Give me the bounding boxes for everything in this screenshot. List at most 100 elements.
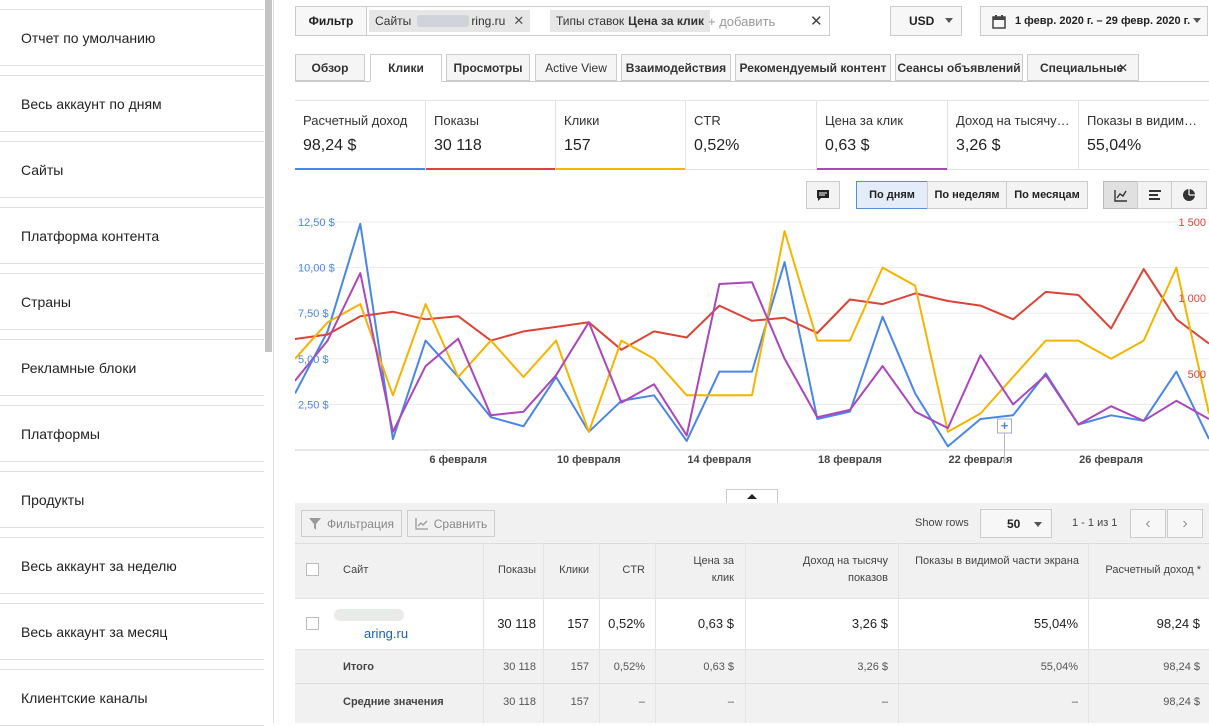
show-rows-value: 50 (1007, 516, 1021, 531)
sidebar-item-label: Рекламные блоки (21, 359, 137, 376)
sidebar-item-sites[interactable]: Сайты (0, 141, 264, 198)
compare-button[interactable]: Сравнить (407, 510, 495, 537)
chevron-down-icon (1034, 522, 1042, 527)
sidebar-item-content-platform[interactable]: Платформа контента (0, 207, 264, 264)
filter-button[interactable]: Фильтр (295, 6, 367, 36)
col-header-clicks[interactable]: Клики (559, 564, 589, 576)
chip-value: Цена за клик (628, 14, 704, 28)
col-header-revenue[interactable]: Расчетный доход * (1105, 564, 1201, 576)
sidebar-item-countries[interactable]: Страны (0, 273, 264, 330)
col-header-viewable[interactable]: Показы в видимой части экрана (915, 555, 1079, 567)
report-sidebar: Отчет по умолчанию Весь аккаунт по дням … (0, 0, 274, 726)
filtering-button[interactable]: Фильтрация (301, 510, 402, 537)
metric-cost-per-click[interactable]: Цена за клик 0,63 $ (817, 100, 948, 170)
site-link[interactable]: aring.ru (364, 626, 409, 641)
metric-color-bar (817, 168, 947, 170)
pagination-label: 1 - 1 из 1 (1072, 517, 1118, 529)
close-icon[interactable]: ✕ (513, 13, 525, 28)
x-tick-label: 14 февраля (687, 454, 751, 466)
filtering-label: Фильтрация (326, 516, 395, 531)
metric-value: 0,52% (694, 137, 740, 154)
avg-clicks: 157 (570, 696, 589, 708)
performance-chart: 12,50 $ 10,00 $ 7,50 $ 5,00 $ 2,50 $ 1 500 1 0… (295, 217, 1209, 466)
metric-viewable[interactable]: Показы в видим… 55,04% (1079, 100, 1209, 170)
date-range-value: 1 февр. 2020 г. – 29 февр. 2020 г. (1015, 15, 1191, 27)
calendar-icon (992, 15, 1006, 29)
close-icon[interactable]: ✕ (1117, 60, 1128, 75)
tab-ad-sessions[interactable]: Сеансы объявлений (895, 54, 1023, 81)
row-divider (295, 683, 1209, 684)
sidebar-item-account-by-month[interactable]: Весь аккаунт за месяц (0, 603, 264, 660)
metric-value: 0,63 $ (825, 137, 870, 154)
metric-color-bar (556, 168, 685, 170)
collapse-chart-button[interactable] (726, 489, 778, 503)
filter-chip-bid-types[interactable]: Типы ставок Цена за клик (550, 10, 710, 32)
x-tick-label: 22 февраля (949, 454, 1013, 466)
sidebar-item-default-report[interactable]: Отчет по умолчанию (0, 9, 264, 66)
next-page-button[interactable]: › (1167, 509, 1203, 538)
tab-active-view[interactable]: Active View (535, 54, 617, 81)
metric-rpm[interactable]: Доход на тысячу… 3,26 $ (948, 100, 1079, 170)
row-checkbox[interactable] (306, 617, 319, 630)
col-header-site[interactable]: Сайт (343, 564, 369, 576)
sidebar-item-label: Страны (21, 293, 71, 310)
avg-revenue: 98,24 $ (1163, 696, 1200, 708)
tab-interactions[interactable]: Взаимодействия (621, 54, 731, 81)
sidebar-item-account-by-week[interactable]: Весь аккаунт за неделю (0, 537, 264, 594)
metric-estimated-revenue[interactable]: Расчетный доход 98,24 $ (295, 100, 426, 170)
add-filter-placeholder[interactable]: + добавить (708, 14, 776, 29)
col-header-rpm[interactable]: Доход на тысячу показов (802, 555, 888, 584)
metric-clicks[interactable]: Клики 157 (556, 100, 686, 170)
sidebar-scrollbar[interactable] (265, 0, 272, 352)
line-chart-button[interactable] (1103, 181, 1138, 209)
avg-ctr: – (638, 696, 645, 708)
tab-views[interactable]: Просмотры (446, 54, 530, 81)
pie-chart-button[interactable] (1171, 181, 1207, 209)
cell-rpm: 3,26 $ (851, 616, 888, 631)
col-header-ctr[interactable]: CTR (622, 564, 645, 576)
sidebar-item-products[interactable]: Продукты (0, 471, 264, 528)
sidebar-item-platforms[interactable]: Платформы (0, 405, 264, 462)
currency-select[interactable]: USD (890, 6, 962, 36)
tab-label: Специальные (1040, 60, 1124, 75)
by-day-toggle[interactable]: По дням (856, 181, 928, 209)
clear-filters-icon[interactable]: ✕ (810, 13, 823, 30)
caret-up-icon (747, 494, 757, 499)
tab-custom[interactable]: Специальные ✕ (1027, 54, 1139, 81)
chip-value: ring.ru (471, 14, 506, 28)
y-right-tick-label: 500 (1188, 369, 1206, 381)
col-header-cpc[interactable]: Цена за клик (693, 555, 734, 584)
select-all-checkbox[interactable] (306, 563, 319, 576)
sidebar-item-ad-units[interactable]: Рекламные блоки (0, 339, 264, 396)
metric-impressions[interactable]: Показы 30 118 (426, 100, 556, 170)
table-row[interactable] (295, 598, 1209, 650)
by-week-toggle[interactable]: По неделям (927, 181, 1007, 209)
prev-page-button[interactable]: ‹ (1130, 509, 1166, 538)
toggle-label: По дням (869, 189, 915, 201)
sidebar-item-label: Весь аккаунт по дням (21, 95, 162, 112)
redacted-blur (334, 609, 404, 621)
tab-clicks[interactable]: Клики (370, 54, 442, 82)
filter-chip-sites[interactable]: Сайты ring.ru ✕ (369, 10, 531, 32)
total-viewable: 55,04% (1040, 661, 1078, 673)
column-divider (1088, 543, 1089, 723)
col-header-impressions[interactable]: Показы (497, 564, 536, 576)
line-chart-icon (1113, 189, 1127, 202)
annotations-button[interactable] (806, 181, 840, 209)
total-ctr: 0,52% (613, 661, 645, 673)
date-range-picker[interactable]: 1 февр. 2020 г. – 29 февр. 2020 г. (980, 6, 1208, 36)
x-tick-label: 26 февраля (1079, 454, 1143, 466)
sidebar-item-client-channels[interactable]: Клиентские каналы (0, 669, 264, 726)
sidebar-item-account-by-day[interactable]: Весь аккаунт по дням (0, 75, 264, 132)
metric-label: CTR (694, 113, 721, 128)
show-rows-label: Show rows (915, 517, 969, 529)
tab-recommended-content[interactable]: Рекомендуемый контент (735, 54, 891, 81)
tab-overview[interactable]: Обзор (295, 54, 365, 81)
metric-ctr[interactable]: CTR 0,52% (686, 100, 817, 170)
tab-label: Просмотры (453, 60, 523, 75)
by-month-toggle[interactable]: По месяцам (1006, 181, 1088, 209)
show-rows-select[interactable]: 50 (980, 509, 1052, 538)
table-chart-button[interactable] (1137, 181, 1172, 209)
total-cpc: 0,63 $ (703, 661, 734, 673)
metric-value: 55,04% (1087, 137, 1142, 154)
